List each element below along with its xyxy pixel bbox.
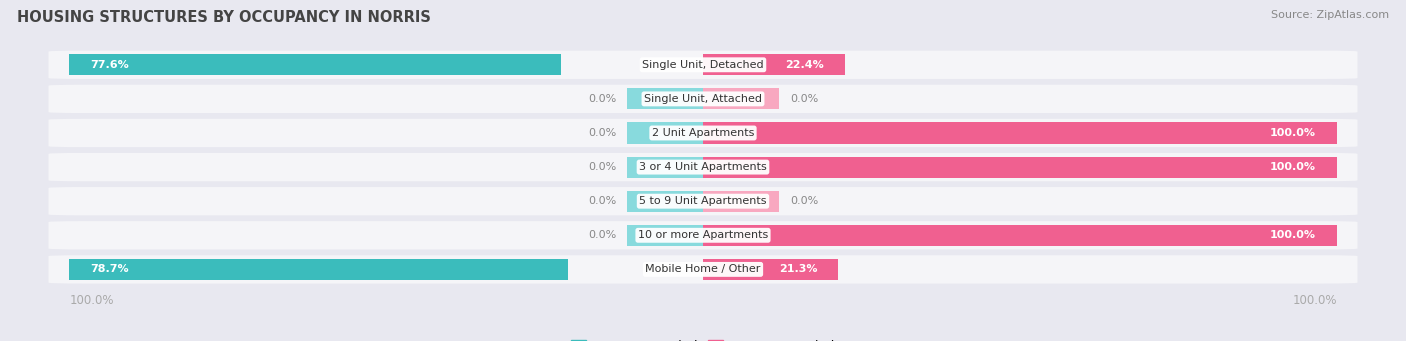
Bar (703, 191, 779, 212)
Bar (627, 157, 703, 178)
FancyBboxPatch shape (48, 221, 1358, 250)
Text: Single Unit, Attached: Single Unit, Attached (644, 94, 762, 104)
Text: 21.3%: 21.3% (779, 264, 817, 275)
Text: 3 or 4 Unit Apartments: 3 or 4 Unit Apartments (640, 162, 766, 172)
Text: 2 Unit Apartments: 2 Unit Apartments (652, 128, 754, 138)
FancyBboxPatch shape (48, 51, 1358, 79)
Text: Source: ZipAtlas.com: Source: ZipAtlas.com (1271, 10, 1389, 20)
Text: 0.0%: 0.0% (588, 196, 616, 206)
Text: 100.0%: 100.0% (1270, 162, 1316, 172)
FancyBboxPatch shape (48, 255, 1358, 284)
Text: 77.6%: 77.6% (90, 60, 128, 70)
Bar (627, 122, 703, 144)
Text: 78.7%: 78.7% (90, 264, 128, 275)
Bar (703, 54, 845, 75)
Text: 5 to 9 Unit Apartments: 5 to 9 Unit Apartments (640, 196, 766, 206)
Text: 100.0%: 100.0% (1270, 230, 1316, 240)
Bar (703, 157, 1337, 178)
Bar (627, 225, 703, 246)
Text: 100.0%: 100.0% (1270, 128, 1316, 138)
Bar (627, 88, 703, 109)
Legend: Owner-occupied, Renter-occupied: Owner-occupied, Renter-occupied (567, 335, 839, 341)
Bar (627, 191, 703, 212)
Bar (69, 259, 568, 280)
Bar (703, 122, 1337, 144)
Text: 0.0%: 0.0% (588, 230, 616, 240)
Text: 0.0%: 0.0% (588, 162, 616, 172)
FancyBboxPatch shape (48, 153, 1358, 181)
Text: Mobile Home / Other: Mobile Home / Other (645, 264, 761, 275)
Text: 0.0%: 0.0% (790, 196, 818, 206)
Bar (703, 225, 1337, 246)
Text: HOUSING STRUCTURES BY OCCUPANCY IN NORRIS: HOUSING STRUCTURES BY OCCUPANCY IN NORRI… (17, 10, 430, 25)
FancyBboxPatch shape (48, 187, 1358, 216)
Text: 10 or more Apartments: 10 or more Apartments (638, 230, 768, 240)
Bar (69, 54, 561, 75)
Text: 0.0%: 0.0% (588, 128, 616, 138)
Bar (703, 88, 779, 109)
FancyBboxPatch shape (48, 119, 1358, 147)
Bar (703, 259, 838, 280)
Text: 22.4%: 22.4% (786, 60, 824, 70)
Text: 0.0%: 0.0% (588, 94, 616, 104)
FancyBboxPatch shape (48, 85, 1358, 113)
Text: 100.0%: 100.0% (1292, 294, 1337, 307)
Text: 100.0%: 100.0% (69, 294, 114, 307)
Text: Single Unit, Detached: Single Unit, Detached (643, 60, 763, 70)
Text: 0.0%: 0.0% (790, 94, 818, 104)
